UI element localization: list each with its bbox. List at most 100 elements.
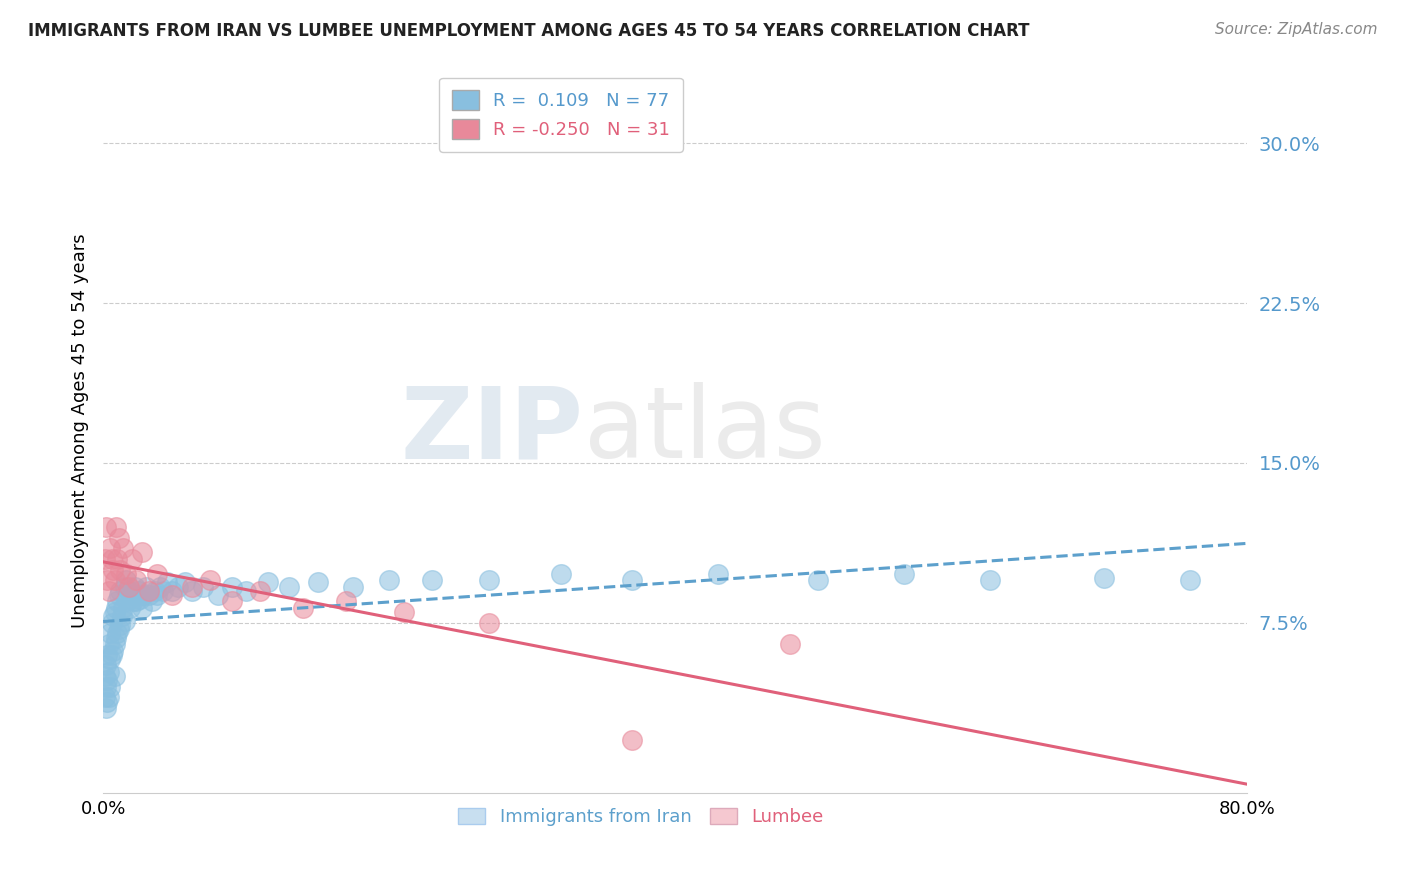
Point (96, 573, 118, 587)
Point (278, 580, 301, 594)
Text: atlas: atlas (583, 383, 825, 479)
Point (101, 643, 124, 657)
Point (97, 690, 120, 705)
Point (120, 600, 142, 615)
Point (128, 583, 150, 598)
Point (94, 658, 117, 673)
Point (114, 580, 136, 594)
Point (103, 573, 125, 587)
Point (121, 588, 143, 602)
Point (100, 615, 122, 630)
Point (108, 531, 131, 545)
Point (112, 600, 135, 615)
Point (235, 583, 257, 598)
Point (146, 588, 169, 602)
Point (193, 580, 215, 594)
Point (335, 594, 357, 608)
Point (117, 594, 139, 608)
Point (131, 600, 153, 615)
Point (143, 583, 166, 598)
Text: ZIP: ZIP (401, 383, 583, 479)
Point (101, 609, 124, 624)
Point (550, 566, 572, 581)
Point (131, 545, 153, 559)
Point (124, 580, 146, 594)
Point (1094, 571, 1116, 585)
Point (621, 573, 644, 587)
Point (180, 583, 202, 598)
Point (118, 583, 141, 598)
Point (98, 652, 121, 666)
Point (292, 600, 315, 615)
Y-axis label: Unemployment Among Ages 45 to 54 years: Unemployment Among Ages 45 to 54 years (72, 234, 89, 628)
Point (100, 552, 122, 566)
Point (98, 541, 121, 556)
Point (1180, 573, 1202, 587)
Point (100, 648, 122, 662)
Point (141, 594, 163, 608)
Point (478, 573, 501, 587)
Point (98, 626, 121, 640)
Point (96, 648, 118, 662)
Point (110, 618, 132, 632)
Point (138, 588, 160, 602)
Point (893, 566, 915, 581)
Point (156, 575, 179, 590)
Point (149, 580, 172, 594)
Point (392, 605, 415, 619)
Point (110, 583, 132, 598)
Point (103, 637, 125, 651)
Point (118, 580, 141, 594)
Point (112, 541, 135, 556)
Point (420, 573, 443, 587)
Point (160, 583, 183, 598)
Point (478, 615, 501, 630)
Point (979, 573, 1001, 587)
Point (101, 562, 124, 576)
Point (127, 588, 149, 602)
Point (105, 520, 128, 534)
Point (93, 669, 115, 683)
Point (249, 583, 271, 598)
Point (221, 594, 243, 608)
Point (200, 573, 222, 587)
Point (114, 614, 136, 628)
Point (115, 573, 138, 587)
Point (221, 580, 243, 594)
Point (94, 680, 117, 694)
Point (122, 594, 145, 608)
Point (108, 588, 131, 602)
Point (342, 580, 364, 594)
Point (107, 626, 129, 640)
Point (94, 520, 117, 534)
Point (96, 695, 118, 709)
Point (105, 631, 128, 645)
Point (103, 669, 125, 683)
Point (98, 680, 121, 694)
Point (108, 622, 131, 636)
Text: IMMIGRANTS FROM IRAN VS LUMBEE UNEMPLOYMENT AMONG AGES 45 TO 54 YEARS CORRELATIO: IMMIGRANTS FROM IRAN VS LUMBEE UNEMPLOYM… (28, 22, 1029, 40)
Point (378, 573, 401, 587)
Point (107, 552, 129, 566)
Point (110, 562, 132, 576)
Point (93, 552, 115, 566)
Point (94, 701, 117, 715)
Point (103, 605, 125, 619)
Point (105, 600, 128, 615)
Point (180, 580, 202, 594)
Point (107, 594, 129, 608)
Point (135, 580, 157, 594)
Point (129, 592, 152, 607)
Point (166, 580, 188, 594)
Point (97, 665, 120, 679)
Point (160, 588, 183, 602)
Point (707, 566, 730, 581)
Point (132, 588, 155, 602)
Point (138, 583, 160, 598)
Point (115, 566, 138, 581)
Point (111, 609, 134, 624)
Point (173, 575, 195, 590)
Legend: Immigrants from Iran, Lumbee: Immigrants from Iran, Lumbee (450, 798, 832, 835)
Point (256, 575, 278, 590)
Point (121, 552, 143, 566)
